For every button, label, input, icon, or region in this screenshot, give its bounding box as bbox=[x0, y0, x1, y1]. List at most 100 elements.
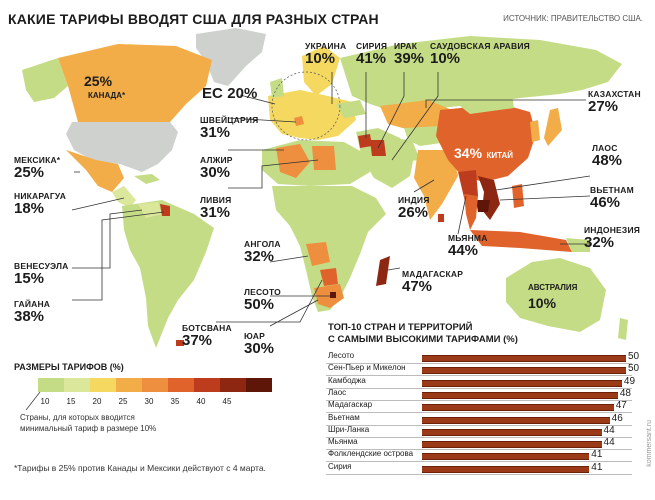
label-kazakhstan-name: КАЗАХСТАН bbox=[588, 89, 641, 99]
label-syria: СИРИЯ 41% bbox=[356, 42, 387, 67]
land-indonesia bbox=[470, 230, 572, 252]
label-india: ИНДИЯ 26% bbox=[398, 196, 430, 221]
top10-row-value: 48 bbox=[619, 387, 631, 399]
land-angola bbox=[306, 242, 330, 266]
leader-iraq bbox=[377, 72, 405, 149]
land-switzerland bbox=[294, 116, 304, 126]
top10-row: Лаос 48 bbox=[326, 387, 632, 401]
land-mexico bbox=[66, 150, 124, 192]
source-note: ИСТОЧНИК: ПРАВИТЕЛЬСТВО США. bbox=[503, 14, 643, 23]
label-algeria: АЛЖИР 30% bbox=[200, 156, 233, 181]
label-switzerland-pct: 31% bbox=[200, 123, 231, 141]
label-botswana: БОТСВАНА 37% bbox=[182, 324, 232, 349]
label-venezuela-name: ВЕНЕСУЭЛА bbox=[14, 261, 69, 271]
label-saudi-name: САУДОВСКАЯ АРАВИЯ bbox=[430, 41, 530, 51]
top10-row: Мадагаскар 47 bbox=[326, 400, 632, 414]
legend-swatch-40 bbox=[194, 378, 220, 392]
label-nicaragua: НИКАРАГУА 18% bbox=[14, 192, 66, 217]
legend-swatch-30 bbox=[142, 378, 168, 392]
top10-row-divider bbox=[326, 363, 632, 364]
label-switzerland-name: ШВЕЙЦАРИЯ bbox=[200, 115, 259, 125]
label-lesotho-name: ЛЕСОТО bbox=[244, 287, 281, 297]
label-south-africa-name: ЮАР bbox=[244, 331, 265, 341]
label-ukraine: УКРАИНА 10% bbox=[305, 42, 346, 67]
top10-row-name: Шри-Ланка bbox=[328, 424, 370, 434]
land-africa-mid bbox=[272, 186, 386, 312]
label-vietnam-pct: 46% bbox=[590, 193, 621, 211]
top10-row-bar bbox=[422, 441, 602, 449]
top10-row-bar bbox=[422, 391, 618, 399]
label-syria-pct: 41% bbox=[356, 49, 387, 67]
label-botswana-pct: 37% bbox=[182, 331, 213, 349]
top10-row-divider bbox=[326, 399, 632, 401]
leader-madagascar bbox=[387, 267, 401, 271]
top10-row-value: 41 bbox=[591, 449, 603, 461]
top10-row: Фолклендские острова 41 bbox=[326, 449, 632, 463]
legend-swatch-25 bbox=[116, 378, 142, 392]
land-china bbox=[436, 104, 536, 182]
top10-row-name: Вьетнам bbox=[328, 412, 360, 422]
top10-row-name: Мьянма bbox=[328, 437, 358, 447]
land-algeria bbox=[276, 144, 310, 178]
footnote: *Тарифы в 25% против Канады и Мексики де… bbox=[14, 463, 266, 473]
label-nicaragua-name: НИКАРАГУА bbox=[14, 191, 67, 201]
top10-row-value: 49 bbox=[623, 375, 636, 387]
top10-row-divider bbox=[326, 412, 632, 414]
top10-row-value: 47 bbox=[615, 400, 627, 412]
land-greenland bbox=[196, 28, 266, 86]
top10-title-line2: С САМЫМИ ВЫСОКИМИ ТАРИФАМИ (%) bbox=[328, 333, 518, 345]
land-scandinavia bbox=[302, 46, 340, 96]
legend-swatch-15 bbox=[64, 378, 90, 392]
page-title: КАКИЕ ТАРИФЫ ВВОДЯТ США ДЛЯ РАЗНЫХ СТРАН bbox=[8, 11, 379, 27]
leader-venezuela bbox=[72, 209, 143, 269]
label-eu-name: ЕС bbox=[202, 85, 223, 102]
top10-row: Лесото 50 bbox=[326, 351, 639, 364]
label-australia-name: АВСТРАЛИЯ bbox=[528, 283, 578, 292]
eu-zoom-circle bbox=[271, 71, 341, 141]
leader-nicaragua bbox=[71, 197, 125, 211]
land-png bbox=[566, 238, 590, 252]
label-iraq-name: ИРАК bbox=[394, 41, 418, 51]
land-sri-lanka bbox=[438, 214, 444, 222]
label-iraq-pct: 39% bbox=[394, 49, 425, 67]
label-mexico-name: МЕКСИКА* bbox=[14, 155, 61, 165]
leader-guyana bbox=[72, 211, 165, 301]
land-central-america bbox=[112, 186, 136, 208]
leader-india bbox=[413, 179, 435, 193]
legend-tick: 45 bbox=[222, 397, 232, 406]
land-russia bbox=[340, 36, 622, 114]
label-ukraine-pct: 10% bbox=[305, 49, 336, 67]
leader-eu bbox=[239, 94, 276, 105]
land-falklands bbox=[176, 340, 184, 346]
leader-south-africa bbox=[269, 299, 319, 327]
land-europe bbox=[268, 90, 356, 140]
legend-color-scale bbox=[38, 378, 272, 392]
land-guyana bbox=[160, 204, 170, 216]
label-vietnam-name: ВЬЕТНАМ bbox=[590, 185, 634, 195]
label-india-name: ИНДИЯ bbox=[398, 195, 430, 205]
land-south-america bbox=[122, 200, 214, 348]
top10-row-divider bbox=[326, 461, 632, 463]
top10-row-bar bbox=[422, 367, 626, 375]
leader-myanmar bbox=[457, 195, 467, 235]
land-venezuela bbox=[138, 202, 162, 218]
top10-row-name: Фолклендские острова bbox=[328, 449, 414, 459]
label-algeria-name: АЛЖИР bbox=[200, 155, 233, 165]
top10-title-line1: ТОП-10 СТРАН И ТЕРРИТОРИЙ bbox=[328, 322, 473, 333]
label-eu-pct: 20% bbox=[227, 85, 258, 102]
leader-botswana bbox=[216, 279, 323, 323]
label-vietnam: ВЬЕТНАМ 46% bbox=[590, 186, 634, 211]
label-ukraine-name: УКРАИНА bbox=[305, 41, 347, 51]
label-saudi-pct: 10% bbox=[430, 49, 461, 67]
label-saudi: САУДОВСКАЯ АРАВИЯ 10% bbox=[430, 42, 530, 67]
label-kazakhstan: КАЗАХСТАН 27% bbox=[588, 90, 641, 115]
land-korea bbox=[530, 120, 540, 142]
land-cambodia bbox=[476, 200, 490, 212]
top10-row: Камбоджа 49 bbox=[326, 375, 636, 389]
label-china-name: КИТАЙ bbox=[486, 151, 514, 160]
legend-tick: 15 bbox=[66, 397, 76, 406]
land-mongolia bbox=[450, 94, 514, 114]
top10-row-value: 50 bbox=[628, 351, 640, 362]
top10-row-bar bbox=[422, 428, 602, 436]
